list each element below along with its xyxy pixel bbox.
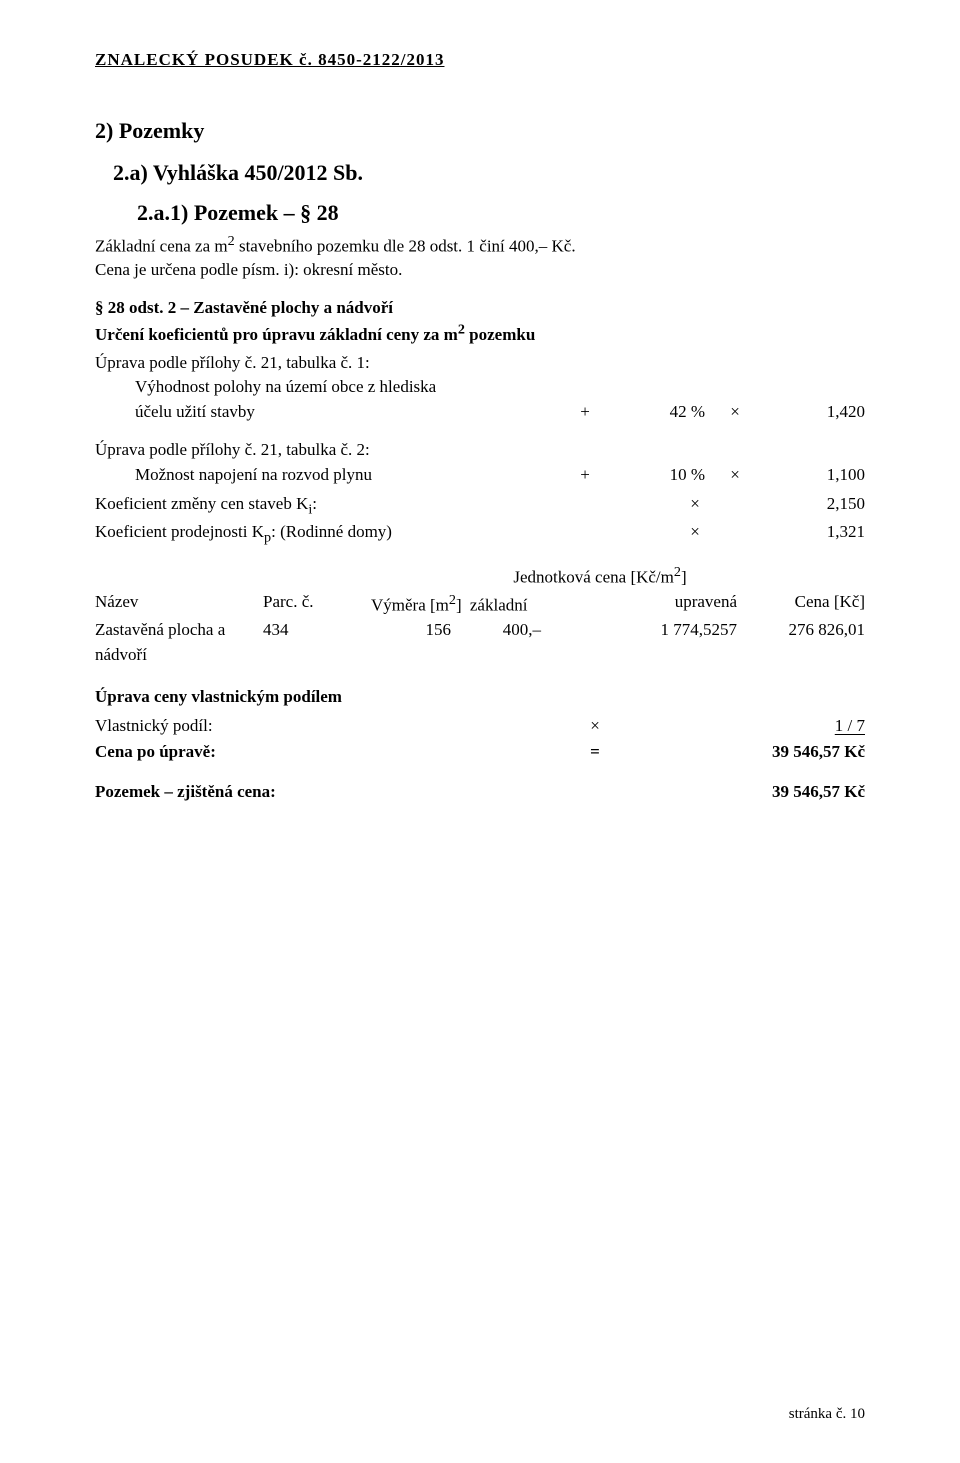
ki-row: Koeficient změny cen staveb Ki: × 2,150	[95, 492, 865, 520]
table2-val: 1,100	[765, 463, 865, 488]
kp-row: Koeficient prodejnosti Kp: (Rodinné domy…	[95, 520, 865, 548]
basic-price-post: stavebního pozemku dle 28 odst. 1 činí 4…	[235, 237, 576, 256]
cell-base: 400,–	[457, 618, 601, 667]
sup-2: 2	[228, 233, 235, 249]
basic-price-pre: Základní cena za m	[95, 237, 228, 256]
col-cena: Cena [Kč]	[743, 590, 865, 618]
times-sign: ×	[665, 520, 725, 548]
ki-blank2	[575, 492, 665, 520]
table1-pct: 42 %	[615, 400, 705, 425]
final-label: Pozemek – zjištěná cena:	[95, 782, 665, 802]
times-sign: ×	[705, 463, 765, 488]
plus-sign: +	[555, 400, 615, 425]
col-name: Název	[95, 590, 263, 618]
price-after-adjust-row: Cena po úpravě: = 39 546,57 Kč	[95, 739, 865, 765]
times-sign: ×	[565, 713, 625, 739]
table1-val: 1,420	[765, 400, 865, 425]
ownership-adjust-title: Úprava ceny vlastnickým podílem	[95, 685, 865, 709]
after-label: Cena po úpravě:	[95, 739, 565, 765]
sup-2: 2	[449, 592, 456, 608]
sup-2: 2	[674, 564, 681, 580]
col-blank	[371, 562, 457, 590]
coeff-determination-line: Určení koeficientů pro úpravu základní c…	[95, 325, 535, 344]
table2-calc-row: Možnost napojení na rozvod plynu + 10 % …	[95, 463, 865, 488]
document-header: ZNALECKÝ POSUDEK č. 8450-2122/2013	[95, 50, 865, 70]
page-footer: stránka č. 10	[789, 1406, 865, 1423]
times-sign: ×	[665, 492, 725, 520]
table-header: Název Parc. č. Výměra [m2] základní upra…	[95, 590, 865, 618]
jedn-pre: Jednotková cena [Kč/m	[513, 567, 674, 586]
table2-title: Úprava podle přílohy č. 21, tabulka č. 2…	[95, 438, 865, 463]
cell-parc: 434	[263, 618, 371, 667]
after-val: 39 546,57 Kč	[625, 739, 865, 765]
ki-blank	[515, 492, 575, 520]
col-base: základní	[470, 596, 528, 615]
kp-pre: Koeficient prodejnosti K	[95, 522, 264, 541]
unit-price-header: Jednotková cena [Kč/m2]	[457, 562, 743, 590]
col-parc: Parc. č.	[263, 590, 371, 618]
final-result-row: Pozemek – zjištěná cena: 39 546,57 Kč	[95, 782, 865, 802]
area-post: ]	[456, 596, 462, 615]
table1-label: účelu užití stavby	[135, 400, 555, 425]
kp-blank2	[575, 520, 665, 548]
table2-pct: 10 %	[615, 463, 705, 488]
cell-name: Zastavěná plocha a nádvoří	[95, 618, 263, 667]
section-heading: 2) Pozemky	[95, 118, 865, 144]
jedn-post: ]	[681, 567, 687, 586]
table-header-top: Jednotková cena [Kč/m2]	[95, 562, 865, 590]
col-blank	[743, 562, 865, 590]
col-blank	[263, 562, 371, 590]
urceni-post: pozemku	[465, 325, 535, 344]
table2-block: Úprava podle přílohy č. 21, tabulka č. 2…	[95, 438, 865, 487]
plus-sign: +	[555, 463, 615, 488]
final-val: 39 546,57 Kč	[665, 782, 865, 802]
kp-post: : (Rodinné domy)	[271, 522, 392, 541]
kp-label: Koeficient prodejnosti Kp: (Rodinné domy…	[95, 520, 515, 548]
ki-post: :	[312, 494, 317, 513]
table-row: Zastavěná plocha a nádvoří 434 156 400,–…	[95, 618, 865, 667]
sup-2: 2	[458, 321, 465, 337]
parcel-table: Jednotková cena [Kč/m2] Název Parc. č. V…	[95, 562, 865, 668]
basic-price-paragraph: Základní cena za m2 stavebního pozemku d…	[95, 232, 865, 282]
kp-blank	[515, 520, 575, 548]
table1-block: Úprava podle přílohy č. 21, tabulka č. 1…	[95, 351, 865, 425]
area-pre: Výměra [m	[371, 596, 449, 615]
share-val: 1 / 7	[625, 713, 865, 739]
table1-calc-row: účelu užití stavby + 42 % × 1,420	[95, 400, 865, 425]
subsubsection-heading: 2.a.1) Pozemek – § 28	[137, 200, 865, 226]
share-label: Vlastnický podíl:	[95, 713, 565, 739]
equals-sign: =	[565, 739, 625, 765]
table2-label: Možnost napojení na rozvod plynu	[135, 463, 555, 488]
kp-val: 1,321	[725, 520, 865, 548]
odst2-block: § 28 odst. 2 – Zastavěné plochy a nádvoř…	[95, 296, 865, 346]
col-upr: upravená	[601, 590, 743, 618]
ki-val: 2,150	[725, 492, 865, 520]
cell-upr: 1 774,5257	[601, 618, 743, 667]
ki-label: Koeficient změny cen staveb Ki:	[95, 492, 515, 520]
ki-pre: Koeficient změny cen staveb K	[95, 494, 308, 513]
cell-cena: 276 826,01	[743, 618, 865, 667]
price-determined-line: Cena je určena podle písm. i): okresní m…	[95, 260, 402, 279]
cell-area: 156	[371, 618, 457, 667]
table1-desc: Výhodnost polohy na území obce z hledisk…	[135, 375, 865, 400]
ownership-share-row: Vlastnický podíl: × 1 / 7	[95, 713, 865, 739]
table1-title: Úprava podle přílohy č. 21, tabulka č. 1…	[95, 351, 865, 376]
odst2-title: § 28 odst. 2 – Zastavěné plochy a nádvoř…	[95, 298, 393, 317]
col-blank	[95, 562, 263, 590]
subsection-heading: 2.a) Vyhláška 450/2012 Sb.	[113, 160, 865, 186]
col-area: Výměra [m2] základní	[371, 590, 601, 618]
urceni-pre: Určení koeficientů pro úpravu základní c…	[95, 325, 458, 344]
times-sign: ×	[705, 400, 765, 425]
